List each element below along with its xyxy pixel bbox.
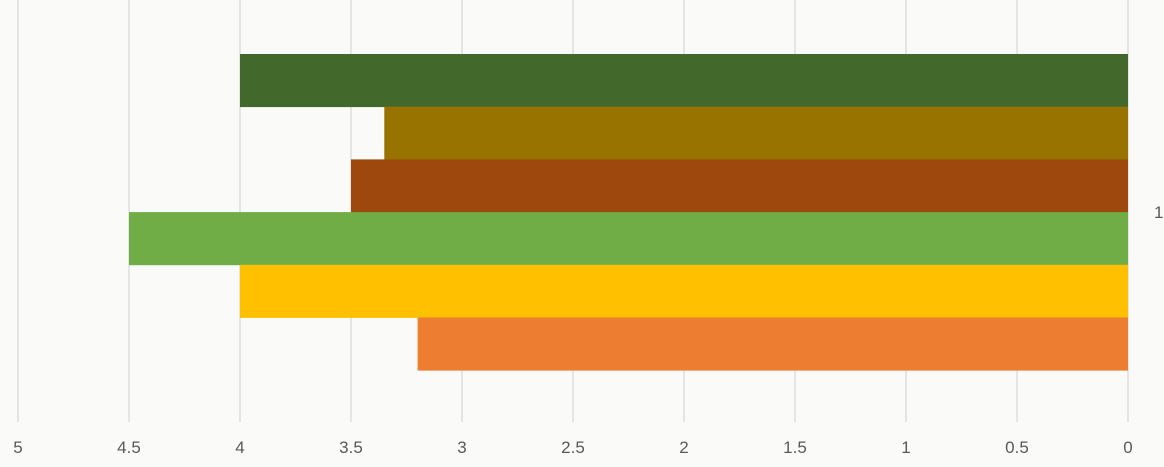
bar xyxy=(240,54,1128,108)
x-tick-label: 2 xyxy=(679,438,688,457)
x-tick-label: 2.5 xyxy=(561,438,585,457)
bar xyxy=(351,159,1128,213)
bar xyxy=(417,317,1129,371)
x-tick-label: 1.5 xyxy=(783,438,807,457)
bar xyxy=(384,106,1128,160)
x-tick-label: 1 xyxy=(901,438,910,457)
bar xyxy=(240,264,1128,318)
x-tick-label: 0 xyxy=(1123,438,1132,457)
category-label: 1 xyxy=(1154,203,1163,222)
x-tick-label: 3.5 xyxy=(339,438,363,457)
x-tick-label: 4 xyxy=(235,438,244,457)
bar xyxy=(129,212,1128,266)
x-tick-label: 3 xyxy=(457,438,466,457)
x-tick-label: 5 xyxy=(13,438,22,457)
x-tick-label: 4.5 xyxy=(117,438,141,457)
x-tick-label: 0.5 xyxy=(1005,438,1029,457)
